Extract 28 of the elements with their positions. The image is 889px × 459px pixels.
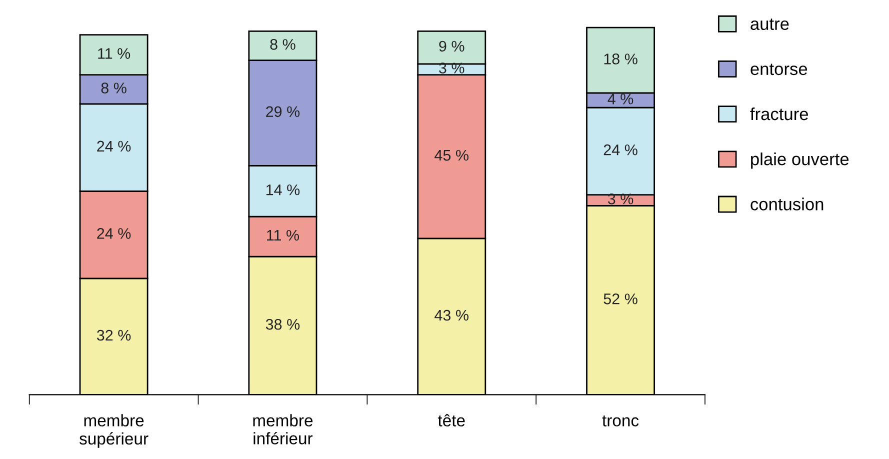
legend-label: fracture [750, 107, 808, 120]
data-label: 8 % [101, 82, 126, 94]
legend-label: contusion [750, 198, 824, 210]
data-label: 24 % [97, 140, 131, 152]
data-label: 14 % [266, 184, 300, 196]
data-label: 3 % [608, 194, 634, 204]
data-label: 45 % [434, 150, 468, 161]
x-tick-label: tronc [602, 415, 639, 426]
data-label: 8 % [270, 39, 296, 50]
legend-label: plaie ouverte [751, 152, 849, 169]
data-label: 11 % [98, 48, 130, 59]
data-label: 9 % [439, 40, 464, 52]
legend-label: entorse [750, 64, 808, 76]
data-label: 3 % [439, 62, 464, 74]
data-label: 43 % [434, 310, 468, 321]
data-label: 29 % [266, 106, 300, 118]
data-label: 18 % [604, 54, 638, 64]
x-tick-label: membre inférieur [253, 414, 313, 444]
x-tick-label: tête [438, 414, 465, 426]
legend-label: autre [750, 18, 789, 30]
x-tick-label: membre supérieur [80, 414, 148, 448]
data-label: 52 % [604, 293, 638, 304]
data-label: 24 % [604, 144, 638, 156]
data-label: 4 % [608, 94, 634, 104]
data-label: 32 % [96, 330, 131, 341]
data-label: 24 % [97, 228, 131, 239]
data-label: 38 % [266, 318, 300, 330]
data-label: 11 % [267, 230, 300, 241]
